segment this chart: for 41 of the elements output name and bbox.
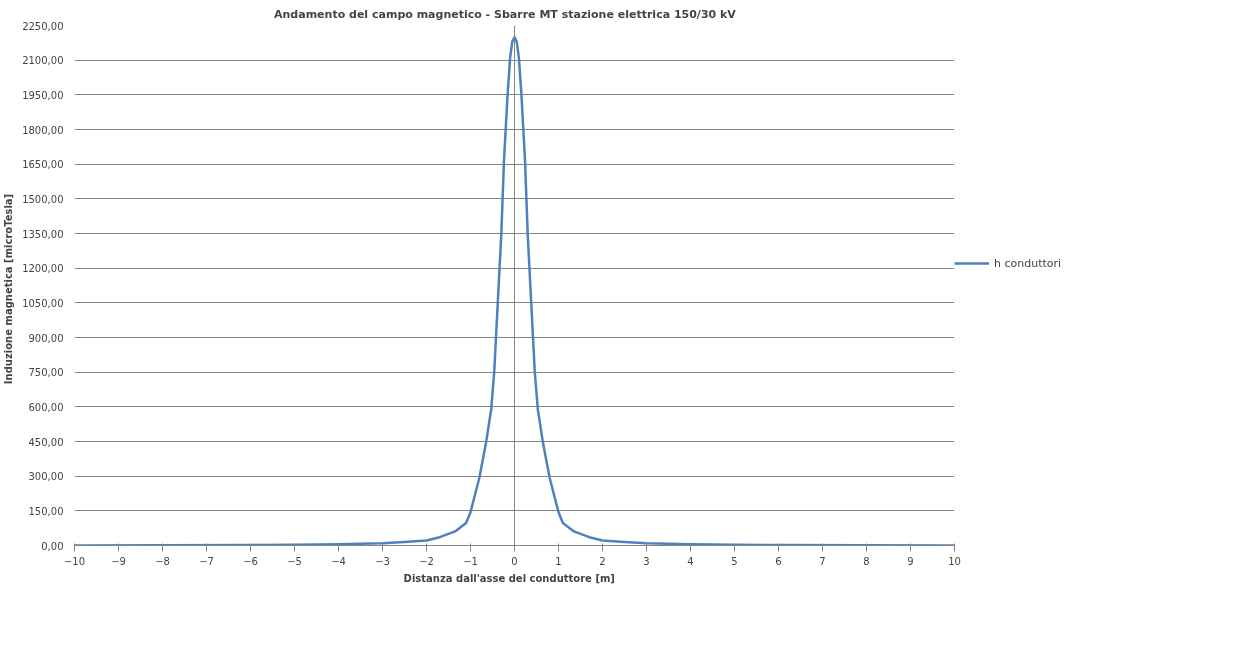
x-tick-label: −4 (331, 555, 346, 567)
x-tick-label: −5 (287, 555, 302, 567)
y-tick-label: 1950,00 (22, 89, 64, 101)
legend-label: h conduttori (994, 256, 1062, 270)
y-tick-label: 1350,00 (22, 228, 64, 240)
x-tick-label: 10 (948, 555, 961, 567)
x-tick-label: 4 (687, 555, 694, 567)
x-tick-label: −3 (375, 555, 390, 567)
chart-title: Andamento del campo magnetico - Sbarre MT stazione elettrica 150/30 kV (274, 7, 737, 21)
y-tick-label: 1800,00 (22, 124, 64, 136)
y-tick-label: 750,00 (28, 367, 64, 379)
x-tick-label: −6 (243, 555, 258, 567)
y-tick-label: 450,00 (28, 436, 64, 448)
y-tick-label: 900,00 (28, 332, 64, 344)
y-tick-label: 150,00 (28, 505, 64, 517)
y-tick-label: 1500,00 (22, 193, 64, 205)
x-tick-label: 0 (511, 555, 518, 567)
x-axis-title: Distanza dall'asse del conduttore [m] (403, 572, 615, 584)
y-tick-label: 2250,00 (22, 20, 64, 32)
y-tick-label: 1200,00 (22, 263, 64, 275)
x-tick-label: −9 (111, 555, 126, 567)
x-tick-label: 7 (819, 555, 826, 567)
x-tick-label: −8 (155, 555, 170, 567)
y-tick-label: 300,00 (28, 471, 64, 483)
x-tick-label: −10 (63, 555, 86, 567)
y-tick-label: 0,00 (41, 540, 64, 552)
x-tick-label: 9 (907, 555, 914, 567)
x-tick-label: 3 (643, 555, 650, 567)
x-tick-label: 8 (863, 555, 870, 567)
x-tick-label: 5 (731, 555, 738, 567)
y-axis-title: Induzione magnetica [microTesla] (3, 193, 15, 385)
x-tick-label: 1 (555, 555, 562, 567)
x-tick-label: 6 (775, 555, 782, 567)
x-tick-label: −7 (199, 555, 214, 567)
x-tick-label: −1 (463, 555, 478, 567)
y-tick-label: 2100,00 (22, 55, 64, 67)
x-tick-label: 2 (599, 555, 606, 567)
y-tick-label: 1050,00 (22, 297, 64, 309)
y-tick-label: 600,00 (28, 401, 64, 413)
y-tick-label: 1650,00 (22, 159, 64, 171)
x-tick-label: −2 (419, 555, 434, 567)
